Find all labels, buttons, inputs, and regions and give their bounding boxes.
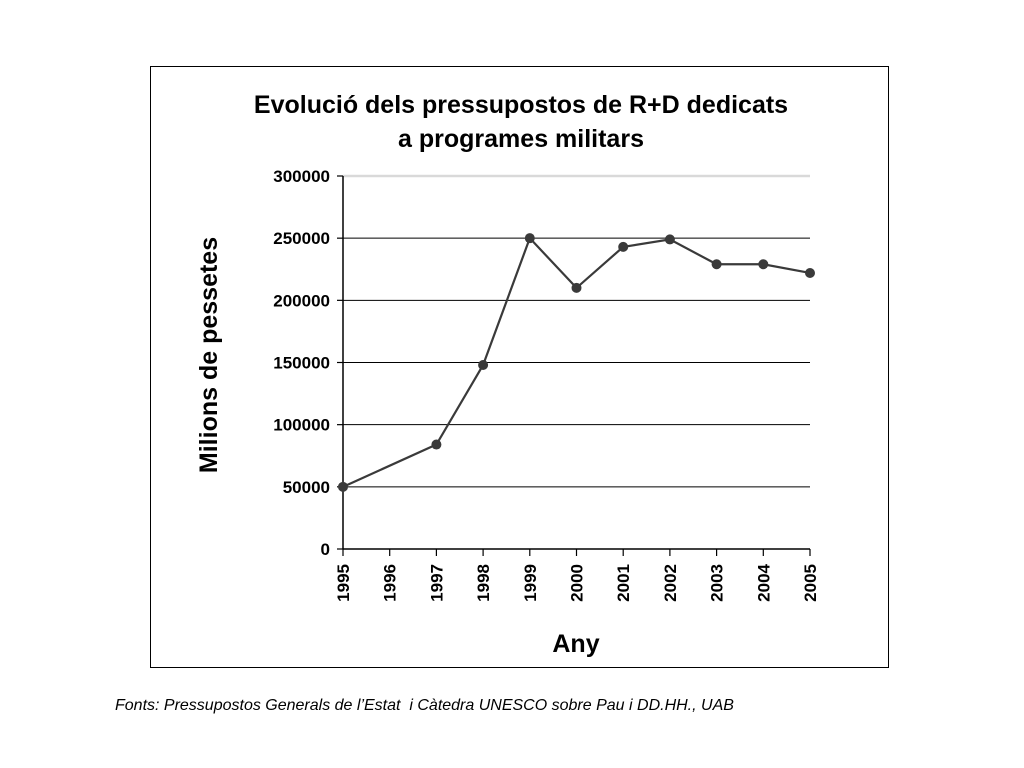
x-tick-label: 1998 [474, 564, 493, 602]
x-tick-label: 2002 [661, 564, 680, 602]
y-axis-title: Milions de pessetes [195, 237, 223, 473]
x-tick-label: 2005 [801, 564, 820, 602]
y-tick-label: 150000 [273, 354, 330, 373]
x-tick-label: 1995 [334, 564, 353, 602]
data-point [805, 267, 815, 278]
axis-layer [337, 175, 811, 556]
source-note: Fonts: Pressupostos Generals de l’Estat … [115, 697, 734, 714]
data-point [524, 233, 535, 244]
y-tick-label: 300000 [273, 167, 330, 186]
grid-layer [343, 174, 810, 488]
data-point [664, 234, 675, 245]
chart-svg: Evolució dels pressupostos de R+D dedica… [195, 91, 820, 658]
data-point [758, 259, 769, 270]
y-tick-label: 0 [321, 540, 330, 559]
data-point [571, 282, 582, 293]
series-line [342, 236, 811, 488]
x-tick-label: 2001 [614, 564, 633, 602]
data-point [711, 259, 722, 270]
chart-title-line-1: Evolució dels pressupostos de R+D dedica… [254, 91, 788, 119]
x-tick-label: 1997 [427, 564, 446, 602]
x-tick-label: 2000 [568, 564, 587, 602]
data-point [431, 439, 442, 450]
data-point [478, 359, 489, 370]
y-tick-label: 50000 [283, 478, 330, 497]
x-tick-label: 2003 [708, 564, 727, 602]
y-tick-label: 200000 [273, 291, 330, 310]
x-tick-label: 1999 [521, 564, 540, 602]
data-point [338, 481, 348, 492]
chart-frame: Evolució dels pressupostos de R+D dedica… [150, 66, 889, 668]
chart-title-line-2: a programes militars [398, 125, 644, 153]
y-tick-label: 100000 [273, 416, 330, 435]
y-tick-label: 250000 [273, 229, 330, 248]
x-axis-title: Any [552, 630, 599, 658]
tick-layer: 0 50000 100000 150000 200000 250000 300000 1995… [273, 167, 820, 602]
data-point [618, 241, 629, 252]
x-tick-label: 1996 [381, 564, 400, 602]
x-tick-label: 2004 [754, 563, 773, 601]
series-layer [338, 233, 815, 492]
